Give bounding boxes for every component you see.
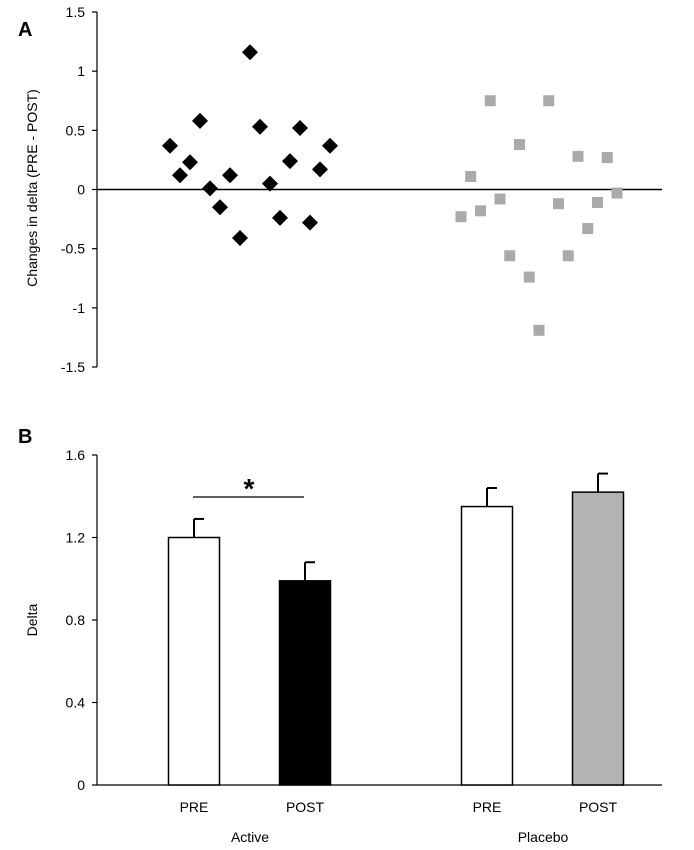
placebo-post-label: POST — [579, 799, 618, 815]
panel-a-y-tick-label: -1 — [73, 300, 86, 316]
active-point — [262, 175, 278, 192]
panel-b-y-tick-label: 0.8 — [66, 612, 86, 628]
panel-a-y-tick-label: 1 — [77, 63, 85, 79]
panel-b-y-tick-label: 0 — [77, 777, 85, 793]
placebo-point — [455, 211, 467, 223]
active-point — [252, 118, 268, 135]
placebo-pre-bar — [460, 505, 514, 786]
active-point — [212, 199, 228, 216]
panel-b-bars — [167, 472, 625, 786]
panel-b-letter: B — [18, 426, 32, 448]
active-point — [242, 44, 258, 61]
placebo-point — [465, 170, 477, 182]
placebo-point — [562, 250, 574, 262]
active-point — [182, 154, 198, 171]
placebo-point — [611, 187, 623, 199]
panel-b-y-tick-label: 1.6 — [66, 447, 86, 463]
active-point — [192, 112, 208, 129]
active-point — [302, 214, 318, 231]
active-point — [272, 209, 288, 226]
panel-a-y-axis-title: Changes in delta (PRE - POST) — [24, 89, 40, 287]
active-point — [172, 167, 188, 184]
placebo-point — [543, 95, 555, 107]
placebo-point — [572, 150, 584, 162]
panel-a-letter: A — [18, 19, 32, 41]
placebo-post-bar — [571, 491, 625, 786]
placebo-point — [533, 324, 545, 336]
panel-a-y-tick-label: -0.5 — [61, 241, 85, 257]
placebo-point — [514, 139, 525, 151]
active-point — [322, 137, 338, 154]
panel-b-y-tick-label: 1.2 — [66, 530, 86, 546]
placebo-point — [523, 271, 535, 283]
panel-a: A Changes in delta (PRE - POST) 1.5 1 0.5 0… — [18, 4, 662, 375]
active-post-bar — [278, 580, 332, 786]
panel-b-y-axis-title: Delta — [24, 603, 40, 636]
panel-b-y-tick-label: 0.4 — [66, 695, 86, 711]
active-pre-label: PRE — [180, 799, 209, 815]
panel-a-points — [162, 44, 623, 336]
placebo-point — [592, 197, 603, 209]
panel-a-y-tick-label: 0 — [77, 182, 85, 198]
active-point — [162, 137, 178, 154]
panel-a-y-ticks: 1.5 1 0.5 0 -0.5 -1 -1.5 — [61, 4, 97, 375]
panel-a-y-tick-label: -1.5 — [61, 359, 85, 375]
panel-a-y-tick-label: 0.5 — [66, 122, 86, 138]
placebo-point — [601, 152, 613, 164]
active-point — [292, 119, 308, 136]
active-point — [202, 180, 218, 197]
active-point — [232, 230, 248, 247]
panel-a-y-tick-label: 1.5 — [66, 4, 86, 20]
panel-a-axes — [96, 12, 662, 367]
placebo-point — [582, 223, 594, 235]
active-point — [312, 161, 328, 178]
panel-b: B Delta 0 0.4 0.8 1.2 1.6 PRE POST Active PRE PO… — [18, 426, 662, 845]
placebo-point — [494, 193, 506, 205]
panel-b-category-labels: PRE POST Active PRE POST Placebo — [180, 799, 618, 845]
panel-b-significance: * — [193, 473, 304, 504]
active-pre-bar — [167, 536, 221, 786]
panel-b-y-ticks: 0 0.4 0.8 1.2 1.6 — [66, 447, 97, 793]
active-point — [222, 167, 238, 184]
placebo-point — [504, 250, 516, 262]
placebo-group-label: Placebo — [518, 829, 569, 845]
placebo-point — [484, 95, 496, 107]
active-group-label: Active — [231, 829, 269, 845]
active-post-label: POST — [286, 799, 325, 815]
placebo-point — [475, 205, 486, 217]
significance-star: * — [244, 473, 255, 504]
active-point — [282, 153, 298, 170]
placebo-point — [553, 198, 564, 210]
placebo-pre-label: PRE — [473, 799, 502, 815]
